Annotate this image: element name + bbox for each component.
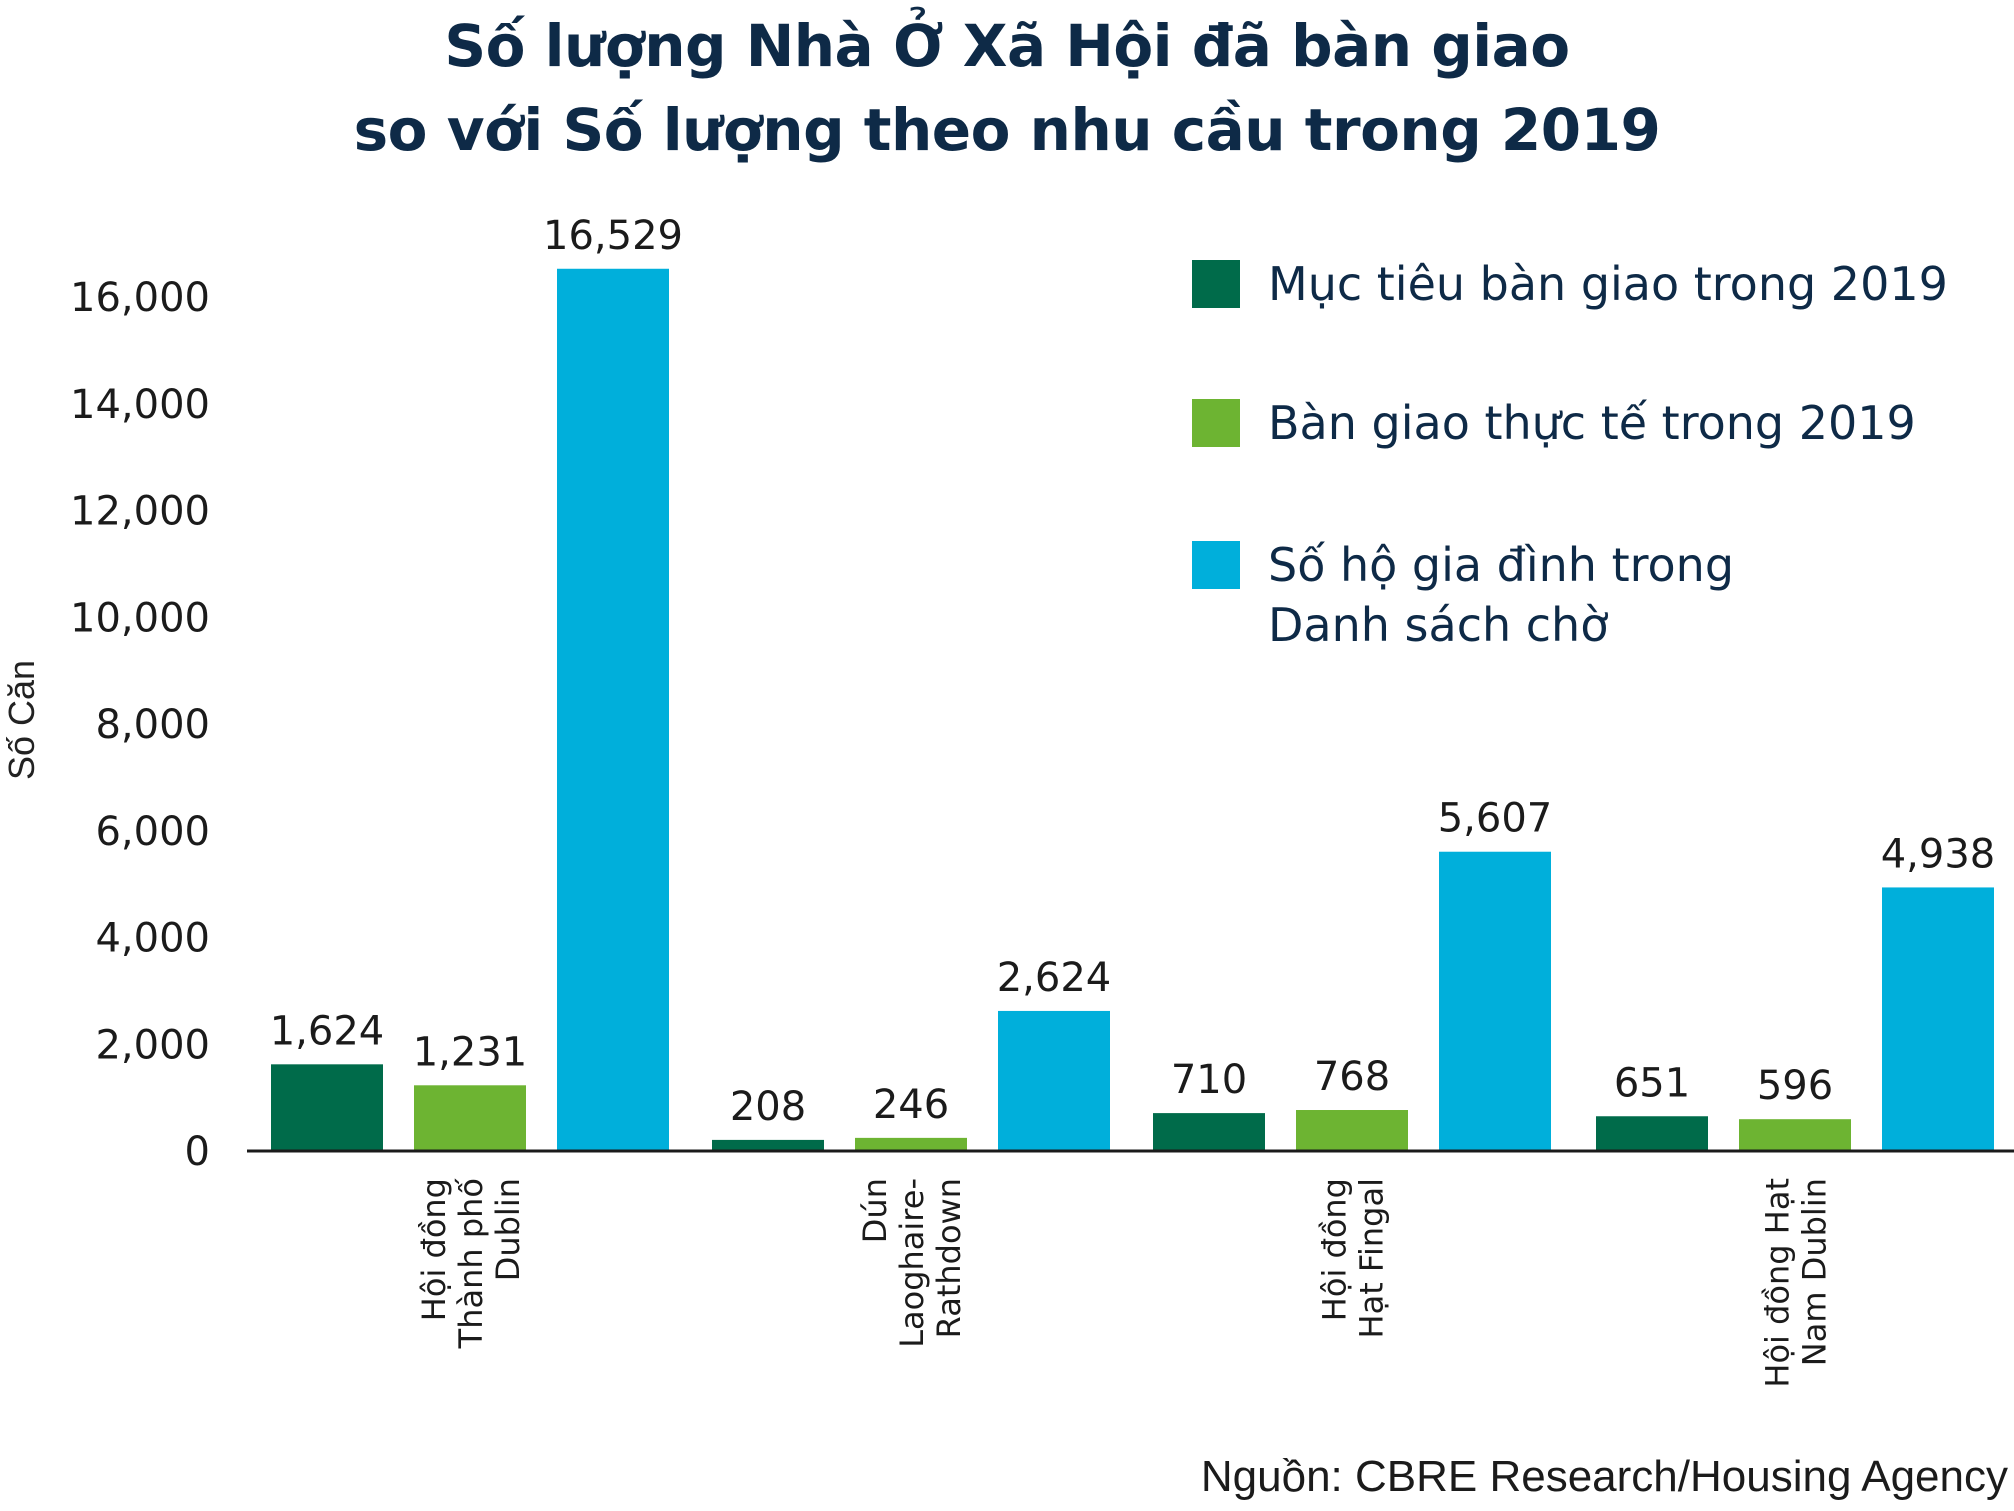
y-tick-label: 2,000	[95, 1022, 210, 1068]
x-category-label: Thành phố	[452, 1178, 490, 1350]
bar	[1439, 851, 1551, 1151]
chart-title-line-1: Số lượng Nhà Ở Xã Hội đã bàn giao	[444, 12, 1570, 80]
legend-swatch	[1192, 399, 1240, 447]
bar-value-label: 2,624	[997, 955, 1112, 1001]
bar-value-label: 710	[1171, 1057, 1247, 1103]
legend-label: Bàn giao thực tế trong 2019	[1268, 396, 1916, 450]
bar-value-label: 16,529	[543, 213, 683, 259]
y-tick-label: 12,000	[70, 489, 210, 535]
y-tick-label: 8,000	[95, 702, 210, 748]
bar-value-label: 208	[730, 1084, 806, 1130]
y-tick-label: 10,000	[70, 595, 210, 641]
x-category-label: Hội đồng	[1316, 1178, 1354, 1321]
x-category-label: Laoghaire-	[893, 1178, 931, 1348]
y-axis-ticks: 0 2,000 4,000 6,000 8,000 10,000 12,000 14,000 1…	[70, 275, 210, 1175]
legend-swatch	[1192, 260, 1240, 308]
bar-value-label: 5,607	[1438, 796, 1553, 842]
bar	[855, 1137, 967, 1151]
y-tick-label: 4,000	[95, 916, 210, 962]
bar-value-label: 246	[873, 1082, 949, 1128]
x-category-label: Dún	[856, 1178, 894, 1243]
x-category-label: Rathdown	[930, 1178, 968, 1338]
legend-swatch	[1192, 541, 1240, 589]
x-category-label: Nam Dublin	[1796, 1178, 1834, 1366]
x-category-label: Dublin	[489, 1178, 527, 1281]
bar	[557, 268, 669, 1151]
y-tick-label: 0	[185, 1129, 210, 1175]
bar	[1296, 1110, 1408, 1151]
legend-label: Danh sách chờ	[1268, 598, 1609, 652]
bars	[271, 268, 1994, 1151]
bar	[1739, 1119, 1851, 1151]
x-axis-category-labels: Hội đồng Thành phố Dublin Dún Laoghaire- Rath…	[415, 1178, 1834, 1388]
bar-value-label: 1,231	[413, 1029, 528, 1075]
bar	[998, 1010, 1110, 1151]
bar-value-label: 4,938	[1881, 831, 1996, 877]
bar	[712, 1139, 824, 1151]
chart-title-line-2: so với Số lượng theo nhu cầu trong 2019	[353, 96, 1661, 164]
bar	[271, 1064, 383, 1151]
x-category-label: Hội đồng	[415, 1178, 453, 1321]
bar-value-label: 1,624	[270, 1008, 385, 1054]
y-tick-label: 16,000	[70, 275, 210, 321]
bar	[414, 1085, 526, 1151]
bar-value-labels: 1,624 208 710 651 1,231 246 768 596 16,529 2,624 5…	[270, 213, 1996, 1130]
bar	[1596, 1116, 1708, 1151]
legend-label: Mục tiêu bàn giao trong 2019	[1268, 257, 1948, 311]
y-tick-label: 14,000	[70, 382, 210, 428]
bar	[1153, 1113, 1265, 1151]
source-note: Nguồn: CBRE Research/Housing Agency	[1200, 1452, 2008, 1501]
bar	[1882, 887, 1994, 1151]
bar-value-label: 768	[1314, 1054, 1390, 1100]
x-category-label: Hạt Fingal	[1353, 1178, 1391, 1338]
legend-label: Số hộ gia đình trong	[1268, 538, 1735, 592]
y-tick-label: 6,000	[95, 809, 210, 855]
x-category-label: Hội đồng Hạt	[1759, 1178, 1797, 1388]
y-axis-label: Số Căn	[1, 660, 42, 780]
bar-value-label: 596	[1757, 1063, 1833, 1109]
bar-value-label: 651	[1614, 1060, 1690, 1106]
